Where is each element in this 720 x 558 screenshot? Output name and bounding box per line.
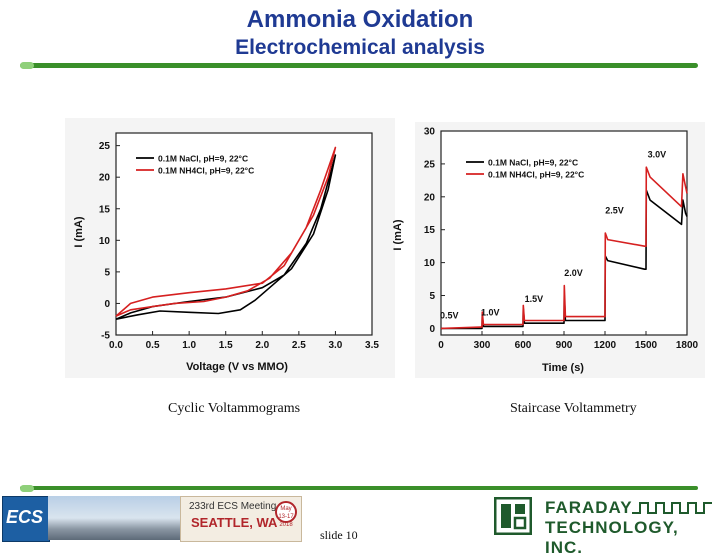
y-tick-label: 15	[424, 225, 436, 236]
y-tick-label: 20	[424, 192, 436, 203]
caption-staircase-voltammetry: Staircase Voltammetry	[510, 401, 637, 416]
charts-canvas: 0.0 0.5 1.0 1.5 2.0 2.5 3.0 3.5 -5 0 5 10 15 20 25 Volt…	[65, 118, 705, 378]
meeting-line2: SEATTLE, WA	[191, 515, 278, 530]
step-voltage-label: 1.5V	[525, 294, 544, 304]
pulse-wave-icon	[632, 502, 712, 514]
series-line-nacl	[441, 189, 688, 330]
y-tick-label: 15	[99, 204, 111, 215]
x-tick-label: 0	[438, 340, 444, 351]
y-tick-label: 25	[424, 159, 436, 170]
y-tick-label: -5	[101, 331, 110, 342]
company-name-line2: TECHNOLOGY, INC.	[545, 518, 679, 557]
x-tick-label: 600	[515, 340, 532, 351]
slide-number: slide 10	[320, 528, 358, 542]
y-tick-label: 20	[99, 173, 111, 184]
x-tick-label: 1.5	[219, 340, 233, 351]
y-tick-label: 10	[99, 236, 111, 247]
faraday-logo-icon	[494, 497, 532, 535]
x-tick-label: 2.0	[255, 340, 269, 351]
company-name-line1: FARADAY	[545, 498, 633, 517]
y-axis-label: I (mA)	[73, 216, 85, 248]
ecs-logo-text: ECS	[6, 507, 44, 527]
y-tick-label: 5	[429, 291, 435, 302]
series-line-nh4cl	[115, 146, 337, 317]
meeting-date-badge: May 13-17 2018	[275, 501, 297, 528]
plot-area	[115, 132, 373, 336]
legend-label: 0.1M NaCl, pH=9, 22°C	[158, 154, 248, 164]
x-axis-label: Voltage (V vs MMO)	[186, 361, 288, 373]
series-line-nacl	[115, 154, 337, 320]
step-voltage-label: 0.5V	[440, 311, 459, 321]
legend-label: 0.1M NH4Cl, pH=9, 22°C	[488, 170, 584, 180]
meeting-line1: 233rd ECS Meeting	[189, 501, 277, 512]
x-tick-label: 900	[556, 340, 573, 351]
caption-cyclic-voltammograms: Cyclic Voltammograms	[168, 401, 301, 416]
ecs-logo: ECS	[2, 496, 50, 542]
legend-label: 0.1M NH4Cl, pH=9, 22°C	[158, 166, 254, 176]
step-voltage-label: 3.0V	[648, 149, 667, 159]
y-tick-label: 25	[99, 141, 111, 152]
x-tick-label: 0.5	[146, 340, 160, 351]
slide-title: Ammonia Oxidation	[246, 6, 474, 33]
y-tick-label: 10	[424, 258, 436, 269]
step-voltage-label: 2.0V	[564, 268, 583, 278]
x-tick-label: 0.0	[109, 340, 123, 351]
y-tick-label: 0	[104, 299, 110, 310]
y-axis-label: I (mA)	[392, 219, 404, 251]
top-divider-bar	[20, 62, 698, 69]
x-axis-label: Time (s)	[542, 362, 584, 374]
x-tick-label: 300	[474, 340, 491, 351]
series-line-nh4cl	[440, 166, 688, 330]
ecs-meeting-banner: 233rd ECS Meeting SEATTLE, WA May 13-17 …	[180, 496, 302, 542]
x-tick-label: 1.0	[182, 340, 196, 351]
bottom-divider-bar	[20, 485, 698, 492]
x-tick-label: 3.0	[328, 340, 342, 351]
step-voltage-label: 2.5V	[605, 205, 624, 215]
x-tick-label: 3.5	[365, 340, 379, 351]
y-tick-label: 5	[104, 267, 110, 278]
x-tick-label: 1200	[594, 340, 617, 351]
x-tick-label: 2.5	[292, 340, 306, 351]
x-tick-label: 1800	[676, 340, 699, 351]
step-voltage-label: 1.0V	[481, 307, 500, 317]
y-tick-label: 30	[424, 127, 436, 138]
x-tick-label: 1500	[635, 340, 658, 351]
legend-label: 0.1M NaCl, pH=9, 22°C	[488, 158, 578, 168]
seattle-skyline-image	[48, 496, 180, 540]
y-tick-label: 0	[429, 324, 435, 335]
slide-subtitle: Electrochemical analysis	[235, 36, 485, 59]
